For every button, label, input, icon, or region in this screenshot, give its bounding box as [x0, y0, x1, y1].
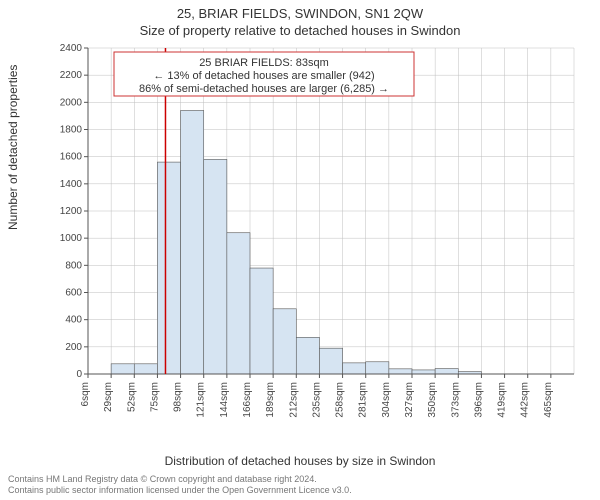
x-tick-label: 52sqm: [126, 382, 137, 412]
x-tick-label: 144sqm: [219, 382, 230, 418]
histogram-bar: [435, 369, 458, 374]
x-tick-label: 189sqm: [265, 382, 276, 418]
histogram-plot: 0 200 400 600 800 1000 1200 1400 1600 1800 2000 220…: [58, 44, 578, 420]
footer-line1: Contains HM Land Registry data © Crown c…: [8, 474, 352, 485]
y-tick-label: 0: [76, 369, 82, 380]
histogram-bar: [111, 364, 134, 374]
annotation-line2: ← 13% of detached houses are smaller (94…: [153, 70, 374, 82]
y-tick-label: 2200: [60, 70, 83, 81]
y-tick-label: 1200: [60, 206, 83, 217]
x-tick-label: 350sqm: [427, 382, 438, 418]
histogram-bar: [343, 363, 366, 374]
histogram-bar: [134, 364, 157, 374]
histogram-bar: [366, 362, 389, 374]
y-tick-label: 2400: [60, 44, 83, 54]
y-tick-label: 1400: [60, 179, 83, 190]
chart-title-sub: Size of property relative to detached ho…: [0, 21, 600, 38]
x-tick-label: 6sqm: [80, 382, 91, 406]
histogram-bar: [273, 309, 296, 374]
x-tick-label: 166sqm: [242, 382, 253, 418]
x-tick-label: 212sqm: [288, 382, 299, 418]
x-tick-label: 373sqm: [450, 382, 461, 418]
footer-line2: Contains public sector information licen…: [8, 485, 352, 496]
histogram-bar: [412, 370, 435, 374]
x-tick-label: 235sqm: [311, 382, 322, 418]
y-tick-label: 1000: [60, 233, 83, 244]
x-tick-label: 75sqm: [149, 382, 160, 412]
y-tick-label: 1600: [60, 152, 83, 163]
histogram-bar: [157, 162, 180, 374]
annotation-line3: 86% of semi-detached houses are larger (…: [139, 83, 389, 95]
x-tick-label: 465sqm: [543, 382, 554, 418]
x-tick-label: 258sqm: [335, 382, 346, 418]
chart-title-address: 25, BRIAR FIELDS, SWINDON, SN1 2QW: [0, 0, 600, 21]
x-tick-label: 327sqm: [404, 382, 415, 418]
y-tick-label: 2000: [60, 97, 83, 108]
x-tick-label: 396sqm: [473, 382, 484, 418]
x-tick-label: 304sqm: [381, 382, 392, 418]
histogram-bar: [250, 268, 273, 374]
footer-attribution: Contains HM Land Registry data © Crown c…: [8, 474, 352, 497]
x-axis-label: Distribution of detached houses by size …: [0, 454, 600, 468]
y-tick-label: 1800: [60, 125, 83, 136]
x-tick-label: 29sqm: [103, 382, 114, 412]
chart-area: 0 200 400 600 800 1000 1200 1400 1600 1800 2000 220…: [58, 44, 578, 420]
x-tick-label: 281sqm: [358, 382, 369, 418]
y-tick-label: 400: [65, 315, 82, 326]
histogram-bar: [389, 369, 412, 374]
x-tick-label: 98sqm: [173, 382, 184, 412]
histogram-bar: [319, 348, 342, 374]
y-tick-label: 200: [65, 342, 82, 353]
y-tick-label: 600: [65, 288, 82, 299]
x-tick-label: 419sqm: [497, 382, 508, 418]
y-axis-label: Number of detached properties: [6, 65, 20, 230]
x-tick-label: 121sqm: [196, 382, 207, 418]
histogram-bar: [296, 337, 319, 374]
annotation-line1: 25 BRIAR FIELDS: 83sqm: [199, 57, 329, 69]
histogram-bar: [227, 233, 250, 374]
histogram-bar: [204, 159, 227, 374]
x-tick-label: 442sqm: [520, 382, 531, 418]
histogram-bar: [181, 110, 204, 374]
y-tick-label: 800: [65, 260, 82, 271]
